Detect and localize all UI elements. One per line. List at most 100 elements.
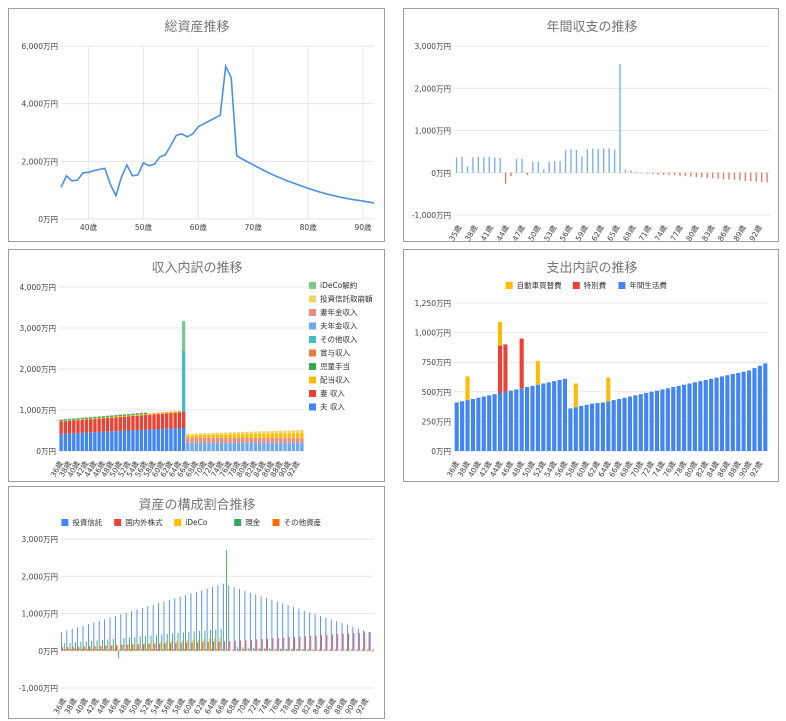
- income-bar-segment: [97, 417, 101, 419]
- composition-bar: [84, 647, 86, 651]
- income-bar-segment: [93, 418, 97, 419]
- composition-bar: [141, 607, 143, 651]
- composition-bar: [253, 647, 254, 651]
- legend-swatch: [309, 349, 316, 357]
- legend-swatch: [61, 519, 69, 526]
- composition-bar: [367, 649, 369, 651]
- balance-bar: [744, 172, 747, 181]
- legend-label: 年間生活費: [629, 280, 667, 290]
- income-bar-segment: [76, 420, 80, 433]
- composition-bar: [145, 635, 147, 651]
- income-bar-segment: [80, 419, 84, 420]
- income-bar-segment: [143, 414, 148, 416]
- expense-bar-segment: [595, 403, 600, 451]
- expense-bar-segment: [730, 374, 735, 451]
- chart-title: 総資産推移: [164, 19, 229, 35]
- balance-bar: [592, 148, 594, 173]
- composition-bar: [294, 636, 295, 651]
- composition-bar: [217, 585, 219, 651]
- x-tick-label: 74歳: [652, 223, 669, 243]
- composition-bar: [155, 634, 157, 651]
- expense-bar-segment: [606, 401, 611, 451]
- income-bar-segment: [139, 413, 144, 415]
- expense-bar-segment: [481, 396, 486, 451]
- income-bar-segment: [300, 430, 304, 433]
- balance-bar: [586, 149, 589, 173]
- income-bar-segment: [283, 433, 287, 438]
- expense-bar-segment: [573, 407, 578, 451]
- expense-bar-segment: [568, 408, 573, 451]
- income-bar-segment: [135, 415, 139, 431]
- x-tick-label: 62歳: [589, 223, 606, 243]
- x-tick-label: 40歳: [80, 222, 98, 232]
- composition-bar: [127, 644, 129, 651]
- expense-bar-segment: [746, 370, 752, 451]
- income-bar-segment: [291, 437, 296, 443]
- balance-bar: [488, 156, 490, 173]
- income-bar-segment: [287, 442, 291, 451]
- income-bar-segment: [114, 416, 118, 418]
- expense-bar-segment: [492, 394, 497, 451]
- expense-bar-segment: [508, 390, 513, 451]
- y-tick-label: 4,000万円: [20, 283, 56, 292]
- income-bar-segment: [101, 431, 106, 451]
- income-bar-segment: [139, 415, 144, 430]
- expense-bar-segment: [546, 382, 551, 451]
- balance-bar: [494, 157, 496, 173]
- income-bar-segment: [198, 442, 203, 451]
- income-bar-segment: [139, 414, 144, 416]
- composition-bar: [109, 617, 111, 651]
- y-tick-label: 250万円: [422, 417, 451, 426]
- asset-composition-chart: 資産の構成割合推移 投資信託 国内外株式 iDeCo 現金 その他資産 -1,000万円 0万…: [8, 486, 385, 719]
- income-bar-segment: [283, 430, 287, 434]
- income-bar-segment: [165, 413, 169, 429]
- balance-bar: [630, 170, 632, 173]
- expense-bar-segment: [535, 361, 540, 385]
- legend-swatch: [309, 336, 316, 343]
- composition-bar: [212, 586, 213, 651]
- balance-bar: [521, 158, 523, 173]
- composition-bar: [113, 649, 115, 651]
- composition-bar: [215, 629, 217, 651]
- composition-bar: [205, 649, 207, 651]
- composition-bar: [94, 645, 96, 651]
- composition-bar: [117, 645, 118, 651]
- balance-bar: [608, 148, 610, 173]
- income-bar-segment: [118, 416, 122, 431]
- income-bar-segment: [88, 417, 93, 419]
- composition-bar: [194, 649, 196, 651]
- expense-bar-segment: [725, 375, 730, 451]
- composition-bar: [243, 649, 245, 651]
- y-tick-label: 2,000万円: [22, 572, 58, 581]
- balance-bar: [559, 160, 561, 173]
- expense-bar-segment: [752, 368, 757, 451]
- income-bar-segment: [207, 442, 211, 451]
- chart-title: 資産の構成割合推移: [138, 497, 255, 513]
- y-tick-label: 4,000万円: [22, 100, 58, 109]
- income-bar-segment: [160, 428, 165, 451]
- balance-bar: [548, 161, 550, 173]
- income-bar-segment: [186, 435, 190, 438]
- composition-bar: [112, 638, 114, 651]
- annual-balance-svg: 年間収支の推移 -1,000万円 0万円 1,000万円 2,000万円 3,000万円 3…: [412, 20, 770, 243]
- income-bar-segment: [84, 417, 89, 419]
- income-bar-segment: [203, 437, 207, 443]
- composition-bar: [340, 649, 342, 651]
- composition-bar: [202, 642, 204, 651]
- income-bar-segment: [279, 442, 283, 451]
- composition-bar: [139, 636, 141, 651]
- income-bar-segment: [274, 442, 279, 451]
- expense-bar-segment: [757, 365, 762, 451]
- composition-bar: [200, 649, 202, 651]
- composition-bar: [163, 601, 165, 651]
- income-bar-segment: [270, 433, 275, 438]
- expense-bar-segment: [638, 394, 643, 451]
- y-tick-label: 1,000万円: [415, 329, 451, 338]
- composition-bar: [342, 633, 344, 651]
- income-bar-segment: [97, 418, 101, 432]
- composition-bar: [271, 599, 273, 651]
- legend-label: 投資信託: [72, 517, 102, 527]
- balance-bar: [455, 157, 458, 173]
- legend-swatch: [309, 282, 316, 289]
- income-bar-segment: [114, 431, 118, 451]
